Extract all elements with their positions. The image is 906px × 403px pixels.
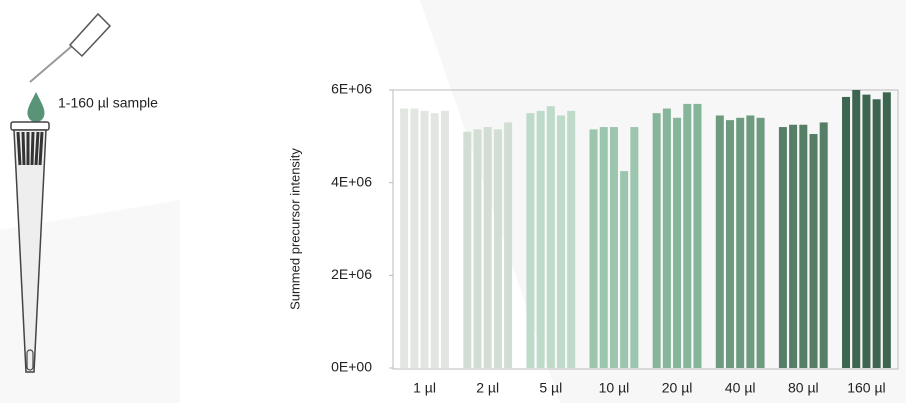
- bar: [430, 113, 439, 369]
- tip-collar: [10, 121, 50, 131]
- bar: [842, 96, 851, 368]
- y-tick-label: 4E+06: [331, 173, 372, 189]
- bar: [746, 115, 755, 368]
- bar: [630, 127, 639, 368]
- background-shape: [0, 200, 180, 403]
- bar: [400, 108, 409, 369]
- bar: [789, 124, 798, 368]
- x-tick-label: 5 µl: [539, 380, 562, 396]
- bar: [819, 122, 828, 368]
- x-tick-label: 2 µl: [476, 380, 499, 396]
- bar: [673, 117, 682, 368]
- bar: [778, 127, 787, 368]
- y-tick-label: 2E+06: [331, 266, 372, 282]
- x-tick-label: 20 µl: [662, 380, 693, 396]
- y-axis-label: Summed precursor intensity: [287, 148, 302, 310]
- bar: [725, 120, 734, 368]
- droplet: [27, 92, 45, 122]
- bar: [504, 122, 513, 368]
- bar: [420, 110, 429, 368]
- pipette-tip: [13, 129, 47, 373]
- bar: [809, 134, 818, 368]
- sample-label: 1-160 µl sample: [58, 95, 158, 111]
- bar: [473, 129, 482, 368]
- pipette-illustration: 1-160 µl sample: [10, 12, 158, 373]
- bar: [693, 103, 702, 369]
- bar: [882, 92, 891, 369]
- bar: [652, 113, 661, 369]
- x-tick-label: 10 µl: [599, 380, 630, 396]
- bar: [756, 117, 765, 368]
- x-tick-label: 40 µl: [725, 380, 756, 396]
- plot-frame: [392, 89, 899, 370]
- y-tick-label: 0E+00: [331, 359, 372, 375]
- bar: [609, 127, 618, 368]
- bar: [589, 129, 598, 368]
- bar: [440, 110, 449, 368]
- bar: [410, 108, 419, 369]
- bar: [715, 115, 724, 368]
- x-tick-label: 1 µl: [413, 380, 436, 396]
- bar: [546, 106, 555, 368]
- bar: [862, 94, 871, 368]
- bar: [483, 127, 492, 368]
- bar: [620, 171, 629, 368]
- x-tick-label: 80 µl: [788, 380, 819, 396]
- y-tick-label: 6E+06: [331, 81, 372, 97]
- bar: [872, 99, 881, 369]
- x-tick-label: 160 µl: [847, 380, 885, 396]
- bar: [463, 131, 472, 368]
- bar: [683, 103, 692, 369]
- pipette: [68, 12, 112, 58]
- bar: [662, 108, 671, 369]
- bar: [852, 90, 861, 368]
- bar: [493, 129, 502, 368]
- bar: [799, 124, 808, 368]
- bar: [536, 110, 545, 368]
- bar: [567, 110, 576, 368]
- bar: [526, 113, 535, 369]
- tip-window: [26, 349, 34, 371]
- tip-ribs: [16, 131, 44, 166]
- bar: [599, 127, 608, 368]
- bar: [736, 117, 745, 368]
- bar: [557, 115, 566, 368]
